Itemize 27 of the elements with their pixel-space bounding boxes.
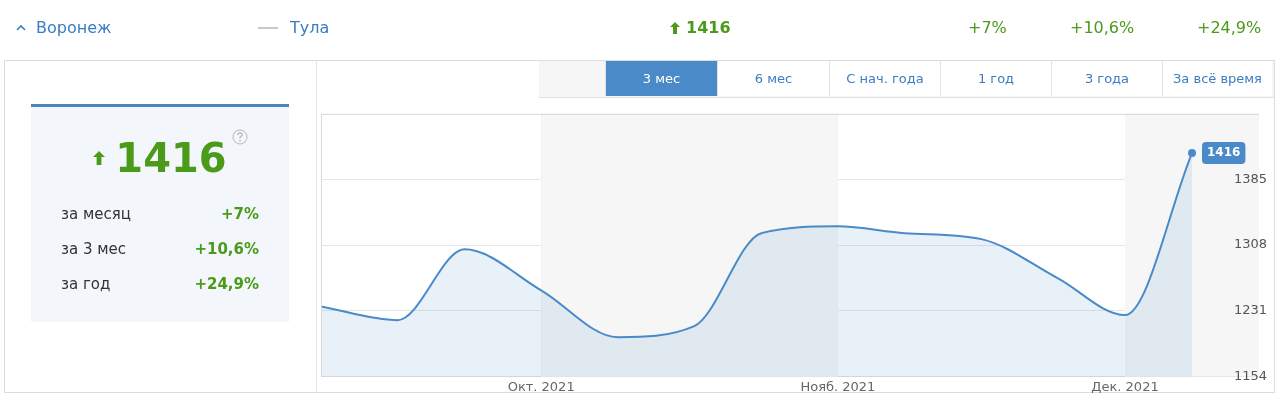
- y-tick-label: 1154: [1233, 367, 1267, 383]
- text: 1416: [686, 18, 731, 37]
- text: +10,6%: [1070, 18, 1135, 37]
- y-tick-label: 1308: [1233, 236, 1267, 252]
- text: 6 мес: [717, 61, 829, 96]
- text: Воронеж: [36, 18, 112, 37]
- annotation: 1416: [1207, 145, 1241, 160]
- text: +24,9%: [194, 275, 259, 293]
- text: +7%: [220, 205, 259, 223]
- text: +10,6%: [194, 240, 259, 258]
- y-tick-label: 1385: [1233, 170, 1267, 186]
- text: за месяц: [61, 205, 131, 223]
- text: за 3 мес: [61, 240, 127, 258]
- text: 3 мес: [605, 61, 717, 96]
- x-tick-label: Нояб. 2021: [800, 378, 876, 394]
- x-tick-label: Дек. 2021: [1091, 378, 1159, 394]
- text: С нач. года: [829, 61, 940, 96]
- text: +24,9%: [1197, 18, 1262, 37]
- x-tick-label: Окт. 2021: [507, 378, 575, 394]
- text: 1 год: [940, 61, 1051, 96]
- text: За всё время: [1162, 61, 1272, 96]
- text: 3 года: [1051, 61, 1162, 96]
- text: за год: [61, 275, 111, 293]
- text: +7%: [968, 18, 1007, 37]
- y-tick-label: 1231: [1233, 302, 1267, 318]
- text: Тула: [290, 18, 330, 37]
- text: 1416: [115, 135, 227, 181]
